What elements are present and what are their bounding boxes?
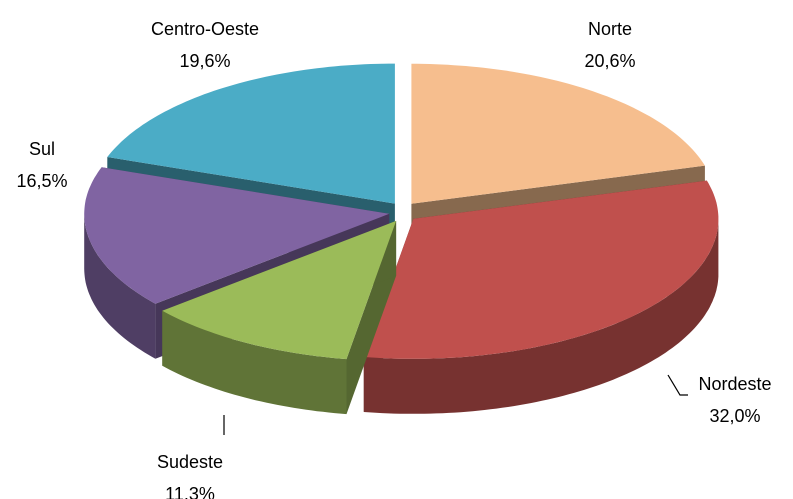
slice-wall xyxy=(162,310,347,415)
slice xyxy=(162,220,397,360)
slice-value-label: 32,0% xyxy=(709,406,760,426)
slice-label: Sudeste xyxy=(157,452,223,472)
slice-label: Norte xyxy=(588,19,632,39)
slice-wall xyxy=(363,218,719,414)
slice-value-label: 16,5% xyxy=(16,171,67,191)
slice xyxy=(84,167,390,304)
slice-label: Nordeste xyxy=(698,374,771,394)
leader-line xyxy=(667,374,688,396)
slice-label: Centro-Oeste xyxy=(151,19,259,39)
slice xyxy=(107,63,395,204)
slice-wall xyxy=(84,213,156,359)
slice-value-label: 11,3% xyxy=(165,484,215,499)
slice-value-label: 20,6% xyxy=(584,51,635,71)
slice xyxy=(363,180,719,359)
slice xyxy=(411,63,705,204)
slice-label: Sul xyxy=(29,139,55,159)
slice-value-label: 19,6% xyxy=(179,51,230,71)
